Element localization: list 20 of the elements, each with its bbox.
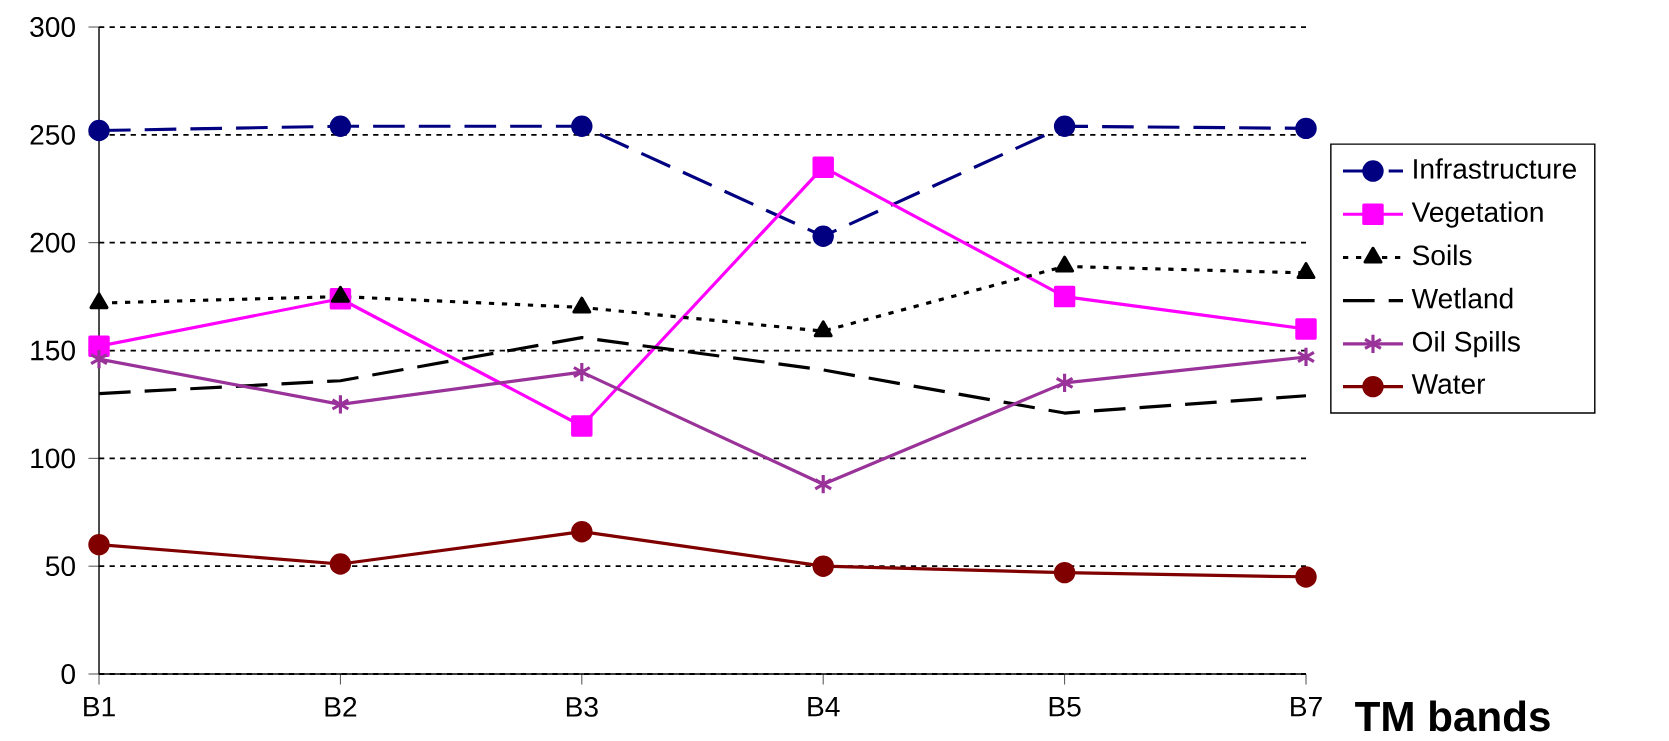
x-tick-label: B7 bbox=[1291, 696, 1322, 717]
y-tick-label: 50 bbox=[45, 556, 75, 577]
x-axis-title: TM bands bbox=[1355, 700, 1550, 732]
x-tick-label: B1 bbox=[84, 696, 115, 717]
legend-label: Wetland bbox=[1411, 287, 1513, 309]
x-tick-label: B2 bbox=[325, 696, 357, 717]
y-tick-label: 100 bbox=[31, 448, 75, 469]
legend-label: Vegetation bbox=[1411, 201, 1543, 228]
y-tick-label: 0 bbox=[61, 664, 75, 684]
y-tick-label: 250 bbox=[30, 124, 75, 145]
legend-label: Soils bbox=[1412, 244, 1472, 266]
y-tick-label: 300 bbox=[30, 17, 75, 37]
y-tick-label: 200 bbox=[30, 232, 75, 253]
legend-label: Water bbox=[1411, 374, 1486, 394]
y-tick-label: 150 bbox=[31, 340, 75, 361]
legend-label: Infrastructure bbox=[1414, 158, 1576, 179]
x-tick-label: B4 bbox=[808, 696, 840, 717]
x-tick-label: B3 bbox=[566, 696, 598, 717]
legend-label: Oil Spills bbox=[1412, 331, 1520, 358]
x-tick-label: B5 bbox=[1049, 696, 1081, 717]
